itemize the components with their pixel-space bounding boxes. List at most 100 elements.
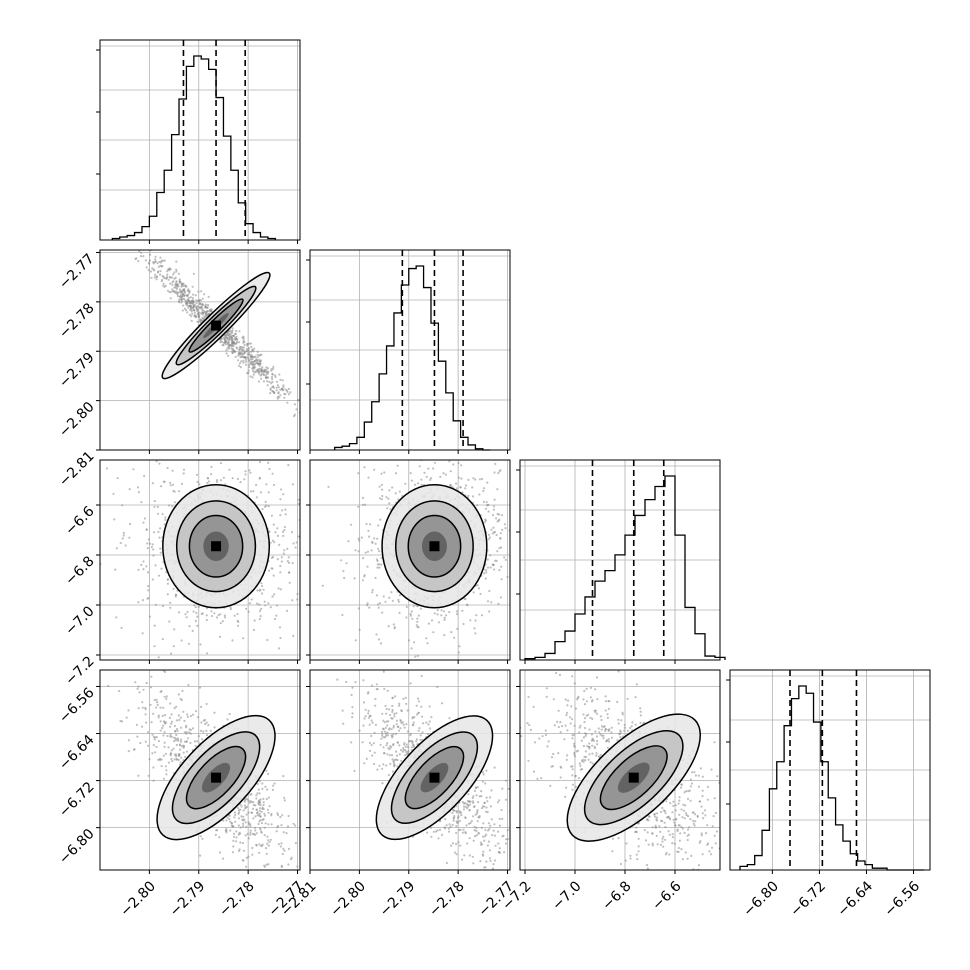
sample-point — [437, 837, 440, 840]
sample-point — [175, 287, 179, 290]
sample-point — [381, 611, 384, 614]
sample-point — [382, 595, 385, 598]
scatter-panel-p1-p2 — [96, 249, 309, 454]
sample-point — [398, 702, 401, 705]
sample-point — [245, 856, 248, 860]
sample-point — [241, 818, 244, 821]
sample-point — [351, 712, 354, 715]
sample-point — [257, 362, 260, 365]
sample-point — [180, 282, 183, 286]
sample-point — [137, 491, 140, 494]
sample-point — [201, 316, 204, 319]
sample-point — [404, 453, 406, 455]
sample-point — [185, 616, 188, 619]
sample-point — [231, 329, 234, 332]
sample-point — [528, 578, 530, 580]
sample-point — [232, 845, 235, 848]
sample-point — [167, 278, 170, 281]
sample-point — [379, 642, 383, 645]
sample-point — [706, 785, 710, 789]
sample-point — [159, 264, 162, 267]
sample-point — [377, 638, 380, 641]
sample-point — [471, 855, 474, 858]
sample-point — [426, 831, 429, 834]
sample-point — [413, 716, 416, 719]
sample-point — [378, 602, 381, 605]
sample-point — [291, 599, 294, 602]
sample-point — [150, 675, 153, 678]
sample-point — [357, 550, 360, 553]
sample-point — [192, 306, 195, 309]
sample-point — [205, 721, 208, 724]
sample-point — [327, 485, 330, 488]
sample-point — [488, 828, 491, 831]
sample-point — [238, 348, 241, 351]
sample-point — [386, 742, 389, 745]
sample-point — [265, 852, 268, 855]
sample-point — [448, 823, 451, 826]
sample-point — [296, 598, 299, 601]
sample-point — [242, 337, 245, 340]
sample-point — [268, 380, 271, 384]
sample-point — [488, 857, 491, 860]
sample-point — [454, 452, 456, 454]
sample-point — [188, 313, 191, 316]
sample-point — [139, 741, 142, 745]
sample-point — [713, 741, 716, 744]
sample-point — [210, 465, 213, 468]
sample-point — [169, 276, 172, 279]
sample-point — [141, 599, 144, 602]
sample-point — [482, 773, 485, 776]
sample-point — [453, 851, 457, 854]
sample-point — [155, 736, 158, 739]
sample-point — [269, 606, 272, 609]
sample-point — [599, 733, 602, 736]
sample-point — [485, 806, 488, 809]
sample-point — [416, 617, 419, 620]
sample-point — [492, 505, 496, 508]
scatter-panel-p2-p3 — [306, 452, 530, 664]
sample-point — [191, 727, 195, 730]
sample-point — [512, 711, 514, 713]
sample-point — [700, 832, 703, 835]
sample-point — [385, 764, 388, 767]
sample-point — [492, 526, 495, 529]
sample-point — [398, 729, 401, 732]
sample-point — [276, 558, 279, 561]
density-peak — [429, 541, 440, 552]
sample-point — [259, 359, 263, 362]
sample-point — [218, 836, 221, 839]
sample-point — [307, 400, 309, 402]
sample-point — [365, 522, 368, 526]
sample-point — [398, 704, 401, 707]
sample-point — [187, 683, 190, 687]
sample-point — [343, 576, 346, 580]
sample-point — [569, 716, 572, 719]
sample-point — [195, 308, 198, 311]
sample-point — [363, 717, 366, 720]
sample-point — [409, 734, 412, 737]
sample-point — [367, 691, 370, 694]
sample-point — [494, 559, 497, 562]
sample-point — [302, 835, 304, 837]
sample-point — [150, 545, 153, 549]
sample-point — [386, 724, 389, 727]
sample-point — [182, 472, 185, 475]
sample-point — [201, 309, 204, 312]
sample-point — [595, 735, 599, 738]
sample-point — [159, 270, 162, 273]
sample-point — [198, 483, 201, 486]
sample-point — [376, 768, 379, 771]
sample-point — [467, 793, 470, 796]
sample-point — [445, 824, 448, 827]
sample-point — [271, 595, 274, 598]
sample-point — [385, 744, 388, 747]
sample-point — [492, 508, 495, 511]
sample-point — [244, 363, 248, 366]
sample-point — [361, 496, 365, 500]
sample-point — [457, 841, 460, 844]
sample-point — [229, 455, 231, 457]
sample-point — [491, 867, 495, 870]
sample-point — [192, 272, 195, 275]
sample-point — [269, 838, 272, 841]
